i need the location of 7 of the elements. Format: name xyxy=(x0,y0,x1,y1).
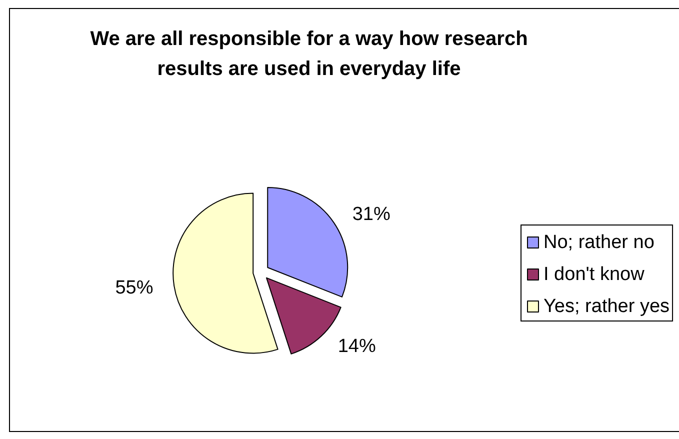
chart-title: We are all responsible for a way how research results are used in everyday life xyxy=(89,27,529,82)
data-label: 31% xyxy=(352,204,390,226)
legend-label: I don't know xyxy=(544,264,645,285)
data-label: 14% xyxy=(338,336,376,357)
legend-label: No; rather no xyxy=(544,232,654,253)
legend-label: Yes; rather yes xyxy=(544,296,670,317)
data-label: 55% xyxy=(115,277,154,298)
